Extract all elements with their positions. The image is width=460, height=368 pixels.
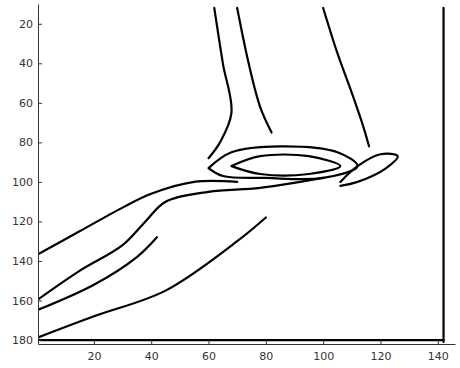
plot: 20 40 60 80 100 120 140 20 40 60 80 100 120 140 160 180 <box>12 5 456 364</box>
curve <box>231 155 340 176</box>
y-axis: 20 40 60 80 100 120 140 160 180 <box>12 5 42 348</box>
tick-label: 80 <box>19 136 33 149</box>
tick-mark <box>38 340 42 341</box>
curve <box>340 154 397 186</box>
tick-mark <box>438 340 439 344</box>
curve <box>38 237 157 310</box>
tick-label: 60 <box>202 350 216 363</box>
tick-label: 20 <box>87 350 101 363</box>
marks <box>38 8 444 342</box>
tick-mark <box>38 221 42 222</box>
tick-mark <box>94 340 95 344</box>
tick: 140 <box>12 255 42 268</box>
curve <box>209 146 358 179</box>
tick: 20 <box>87 340 101 363</box>
tick-label: 100 <box>313 350 334 363</box>
curve <box>38 217 266 338</box>
tick: 100 <box>12 176 42 189</box>
axis-line <box>39 344 456 345</box>
tick-label: 140 <box>428 350 449 363</box>
chart: 20 40 60 80 100 120 140 20 40 60 80 100 120 140 160 180 <box>0 0 460 368</box>
tick: 180 <box>12 334 42 347</box>
tick: 120 <box>370 340 391 363</box>
tick: 120 <box>12 215 42 228</box>
tick-mark <box>38 142 42 143</box>
tick-label: 140 <box>12 255 33 268</box>
tick-label: 60 <box>19 97 33 110</box>
tick: 60 <box>19 97 42 110</box>
tick: 100 <box>313 340 334 363</box>
tick-mark <box>38 301 42 302</box>
tick-mark <box>38 182 42 183</box>
tick: 140 <box>428 340 449 363</box>
tick: 40 <box>19 57 42 70</box>
tick-label: 120 <box>12 215 33 228</box>
tick-mark <box>151 340 152 344</box>
tick-label: 120 <box>370 350 391 363</box>
tick: 40 <box>145 340 159 363</box>
tick: 80 <box>259 340 273 363</box>
tick-mark <box>38 261 42 262</box>
tick-label: 180 <box>12 334 33 347</box>
tick-label: 40 <box>145 350 159 363</box>
tick: 60 <box>202 340 216 363</box>
tick-mark <box>323 340 324 344</box>
tick-label: 80 <box>259 350 273 363</box>
tick-label: 40 <box>19 57 33 70</box>
x-axis: 20 40 60 80 100 120 140 <box>39 340 456 363</box>
tick-mark <box>38 24 42 25</box>
curve <box>237 8 271 133</box>
tick: 160 <box>12 295 42 308</box>
tick-mark <box>266 340 267 344</box>
curve <box>39 339 443 341</box>
curve <box>323 8 369 146</box>
tick-label: 20 <box>19 18 33 31</box>
tick-label: 100 <box>12 176 33 189</box>
tick-mark <box>38 63 42 64</box>
tick-mark <box>209 340 210 344</box>
curve <box>209 8 232 158</box>
curve <box>442 8 444 342</box>
tick: 20 <box>19 18 42 31</box>
tick-mark <box>38 103 42 104</box>
tick-label: 160 <box>12 295 33 308</box>
axis-line <box>38 5 39 345</box>
tick-mark <box>380 340 381 344</box>
tick: 80 <box>19 136 42 149</box>
